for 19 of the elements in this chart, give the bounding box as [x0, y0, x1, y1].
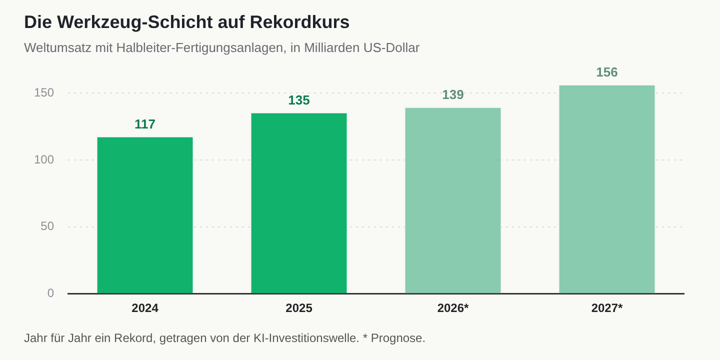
- y-tick-label: 50: [40, 219, 54, 234]
- bar: [405, 108, 501, 294]
- x-tick-label: 2024: [132, 301, 159, 316]
- x-tick-label: 2026*: [437, 301, 470, 316]
- bar: [251, 113, 347, 294]
- text: Jahr für Jahr ein Rekord, getragen von der KI-Investitionswelle. * Prognose.: [24, 331, 426, 345]
- chart-title: Die Werkzeug-Schicht auf Rekordkurs: [24, 12, 350, 33]
- data-label: 117: [134, 116, 156, 132]
- data-label: 135: [288, 92, 310, 108]
- data-label: 156: [596, 64, 618, 80]
- chart-subtitle: Weltumsatz mit Halbleiter-Fertigungsanlagen, in Milliarden US-Dollar: [24, 40, 420, 55]
- y-tick-label: 0: [47, 286, 54, 300]
- bar: [97, 137, 193, 294]
- data-label: 139: [442, 86, 464, 102]
- y-tick-label: 100: [34, 152, 54, 166]
- bar: [559, 85, 655, 294]
- x-tick-label: 2027*: [591, 301, 624, 316]
- y-tick-label: 150: [34, 86, 54, 100]
- x-tick-label: 2025: [286, 301, 313, 316]
